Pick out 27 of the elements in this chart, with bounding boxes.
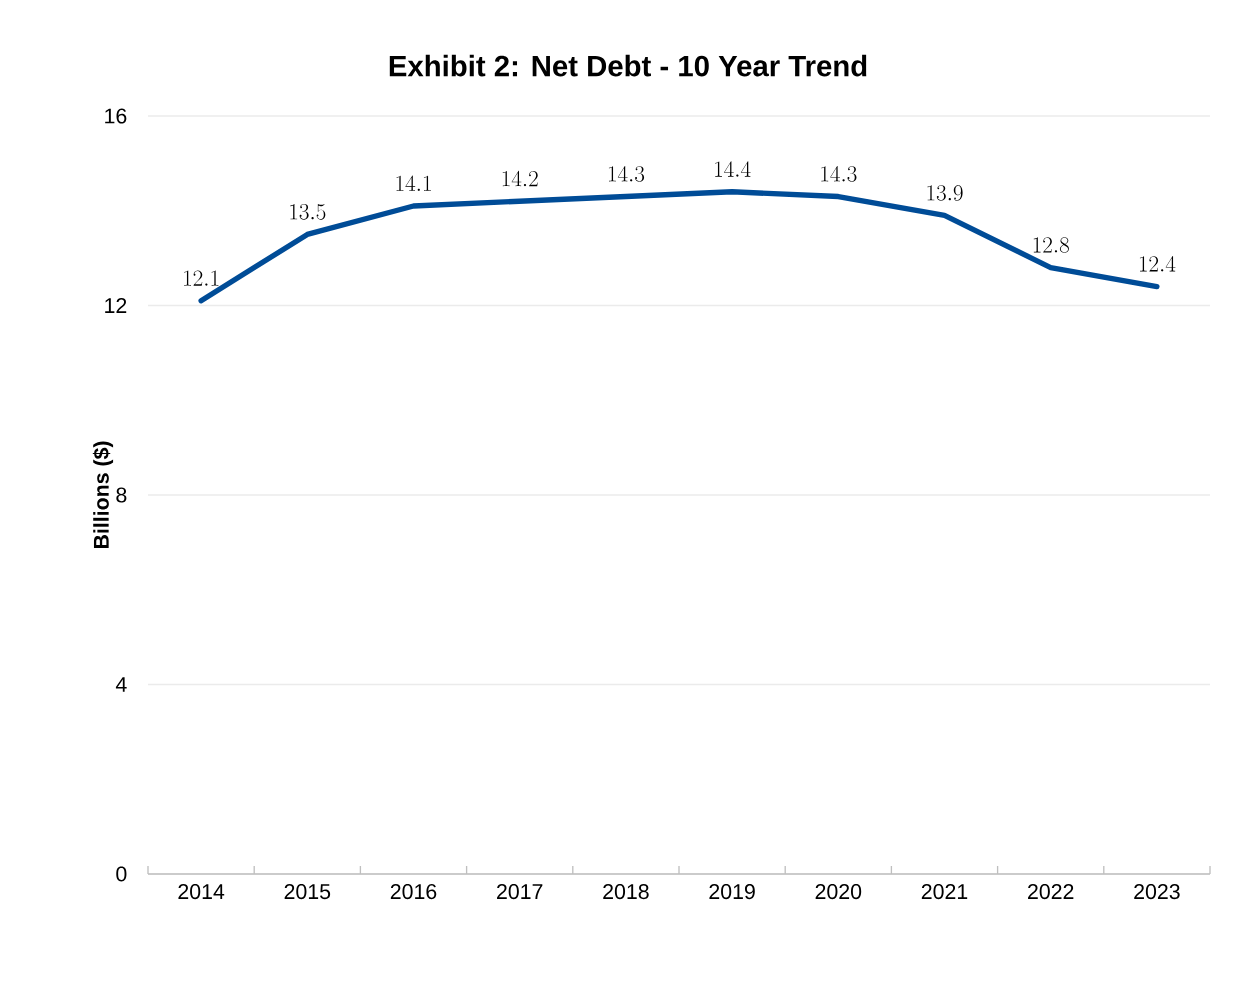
data-label: 14. 1 — [396, 175, 431, 191]
x-tick-label: 2014 — [178, 884, 225, 900]
data-label: 12. 1 — [184, 270, 219, 286]
chart-title: Exhibit 2: Net Debt - 10 Year Trend — [389, 54, 867, 77]
x-tick-label: 2023 — [1134, 884, 1180, 900]
y-tick-label: 16 — [105, 108, 127, 124]
x-tick-label: 2020 — [815, 884, 862, 900]
y-tick-label: 0 — [116, 866, 127, 882]
y-tick-label: 12 — [105, 298, 127, 313]
data-label: 13.9 — [927, 185, 963, 201]
data-label: 14.3 — [821, 166, 857, 182]
data-label: 14.4 — [715, 161, 751, 177]
data-label: 13.5 — [290, 204, 326, 220]
x-tick-label: 2018 — [603, 884, 649, 900]
x-tick-label: 2017 — [497, 884, 543, 900]
x-tick-label: 2015 — [284, 884, 331, 900]
y-tick-label: 4 — [115, 677, 127, 692]
data-label: 12.4 — [1139, 256, 1176, 272]
y-tick-label: 8 — [116, 487, 127, 503]
data-label: 12.8 — [1033, 237, 1069, 253]
x-tick-label: 2021 — [921, 884, 968, 900]
y-axis-title: Billions ($) — [92, 441, 114, 549]
x-tick-label: 2016 — [390, 884, 437, 900]
x-tick-label: 2019 — [709, 884, 755, 900]
data-label: 14.3 — [608, 166, 645, 182]
data-label: 14.2 — [502, 170, 538, 187]
x-tick-label: 2022 — [1028, 884, 1074, 900]
